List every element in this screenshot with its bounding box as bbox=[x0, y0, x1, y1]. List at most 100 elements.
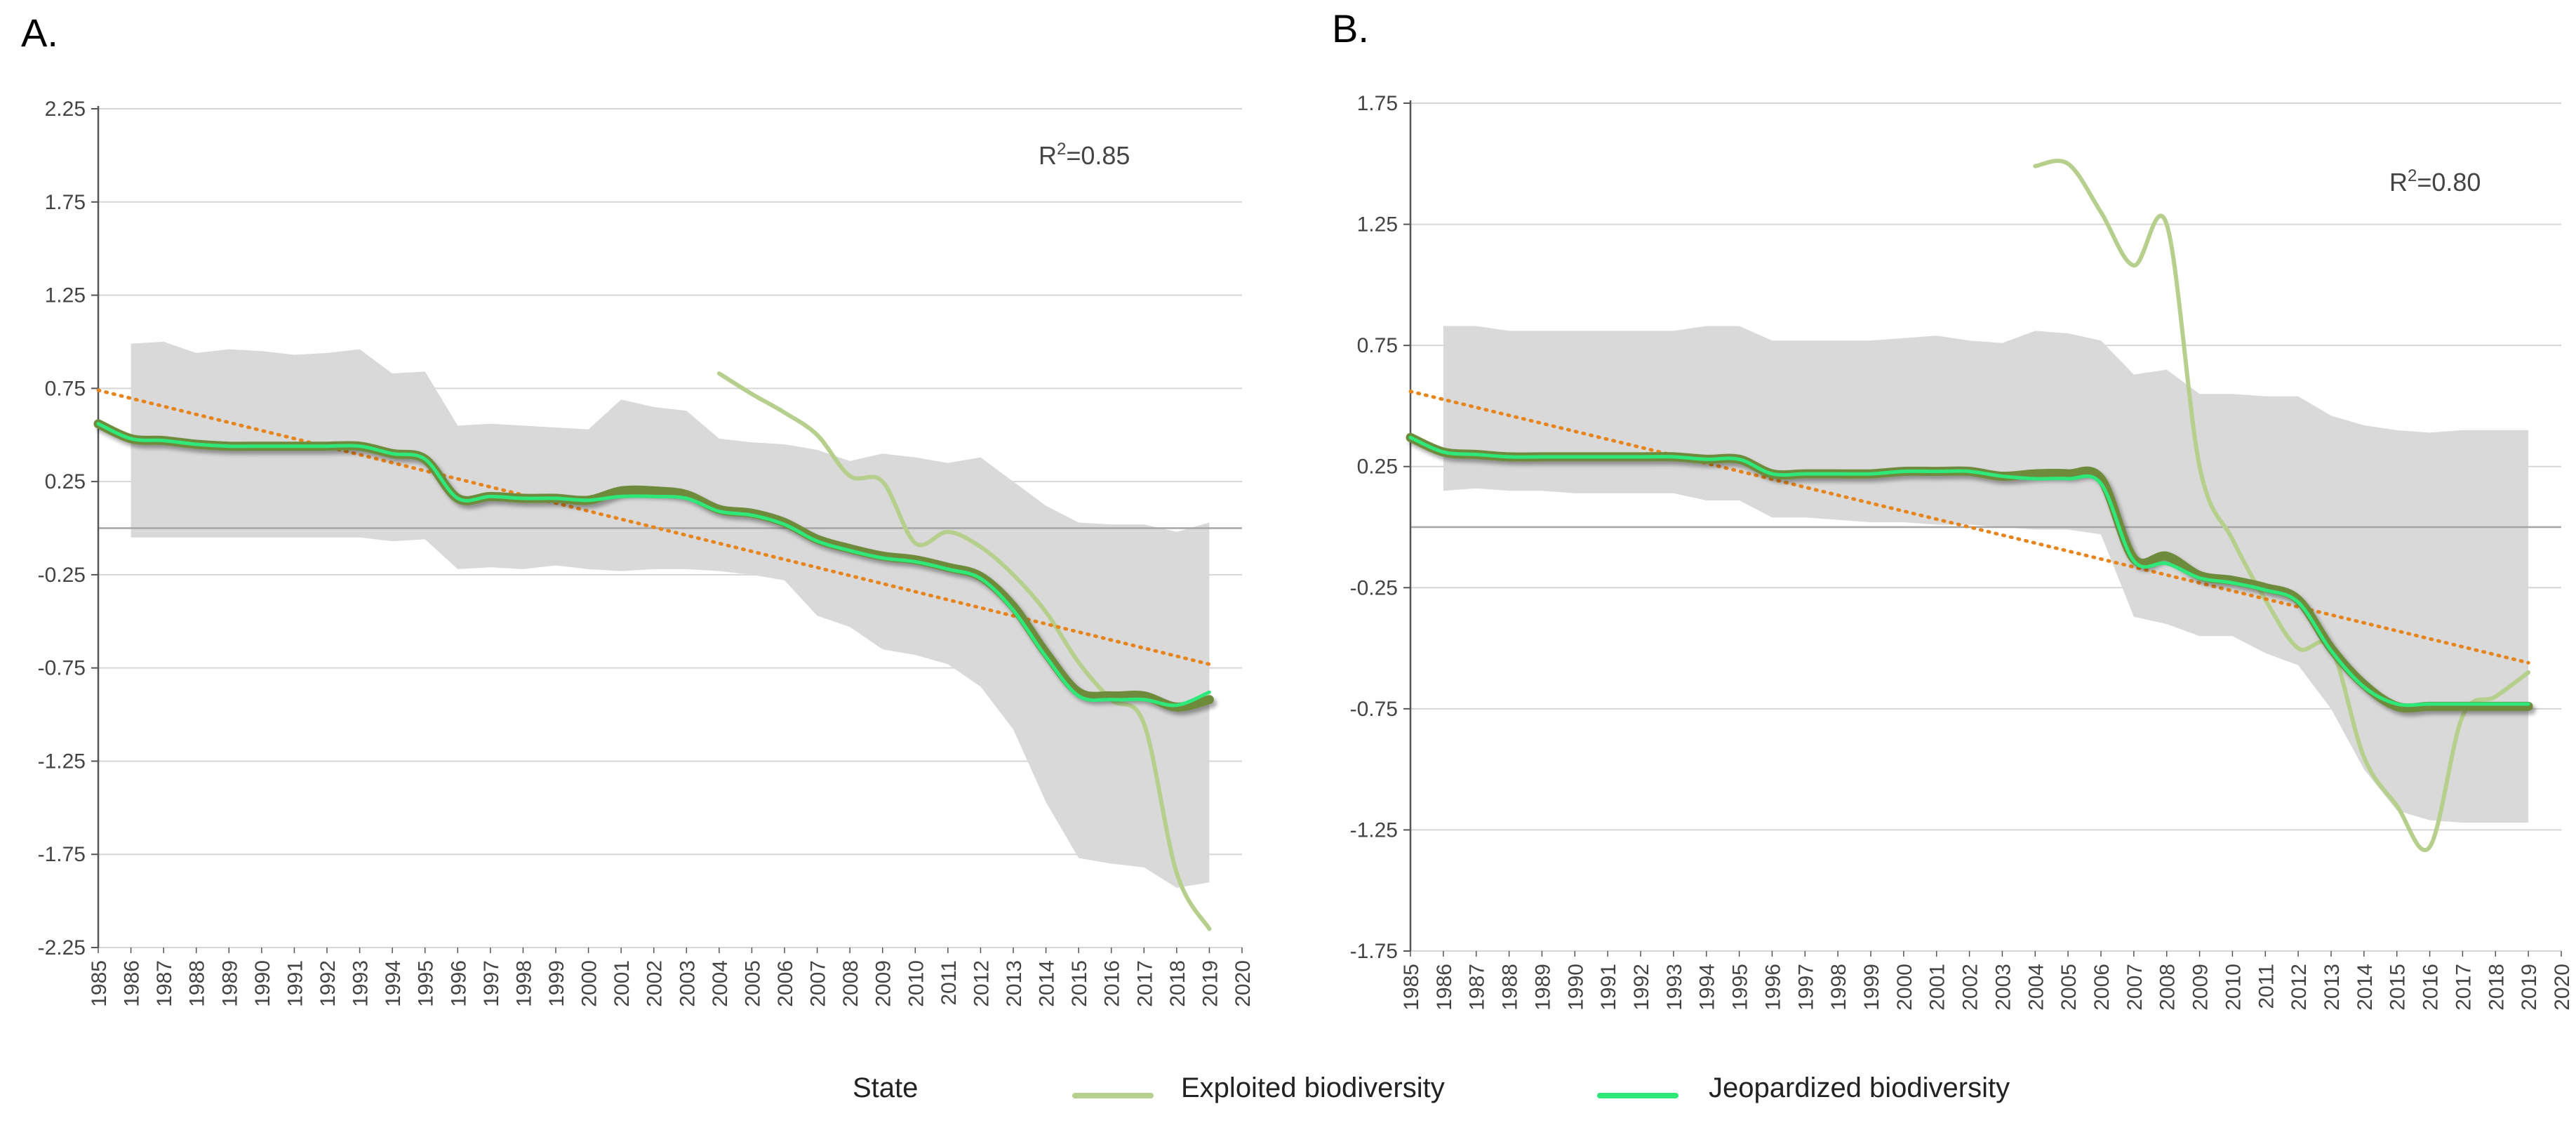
panel-a-x-tick-label: 1995 bbox=[415, 960, 438, 1007]
panel-b-x-tick-label: 2015 bbox=[2387, 964, 2410, 1011]
panel-a-x-tick-label: 2014 bbox=[1036, 960, 1059, 1007]
panel-a-trend-line bbox=[96, 388, 1211, 666]
panel-a-x-tick-label: 2013 bbox=[1003, 960, 1026, 1007]
panel-a-x-tick-label: 1996 bbox=[447, 960, 470, 1007]
panel-b-x-tick-label: 1993 bbox=[1663, 964, 1686, 1011]
panel-b-x-tick-label: 2016 bbox=[2420, 964, 2443, 1011]
panel-a-x-tick-label: 1988 bbox=[186, 960, 209, 1007]
panel-b-x-tick-label: 2020 bbox=[2551, 964, 2574, 1011]
panel-b-y-tick-label: 0.75 bbox=[1357, 334, 1398, 357]
legend-label-jeopardized: Jeopardized biodiversity bbox=[1709, 1072, 2010, 1103]
panel-b-y-tick-label: 1.75 bbox=[1357, 92, 1398, 115]
panel-a-x-tick-label: 2011 bbox=[937, 960, 961, 1006]
panel-b-tick-labels: 1.75 1.25 0.75 0.25 -0.25 -0.75 -1.25 -1.751985… bbox=[1350, 92, 2574, 1011]
panel-b-x-tick-label: 1999 bbox=[1860, 964, 1883, 1011]
panel-a-y-tick-label: 0.75 bbox=[45, 377, 86, 400]
panel-b-x-tick-label: 1987 bbox=[1466, 964, 1489, 1011]
panel-b-x-tick-label: 1990 bbox=[1564, 964, 1587, 1011]
panel-b-x-tick-label: 1994 bbox=[1696, 964, 1719, 1011]
panel-a: A. 2.25 1.75 1.25 0.75 0.25 -0.25 -0.75 -1.25 -1… bbox=[21, 11, 1255, 1007]
panel-a-x-tick-label: 2003 bbox=[676, 960, 699, 1007]
panel-a-y-tick-label: -1.75 bbox=[38, 843, 86, 866]
panel-a-range-band bbox=[131, 341, 1210, 888]
panel-b-x-tick-label: 2019 bbox=[2518, 964, 2541, 1011]
panel-b-x-tick-label: 2017 bbox=[2452, 964, 2475, 1011]
panel-a-x-tick-label: 1994 bbox=[382, 960, 405, 1007]
panel-a-label: A. bbox=[21, 11, 58, 55]
panel-a-y-tick-label: 0.25 bbox=[45, 470, 86, 493]
panel-b-x-tick-label: 2001 bbox=[1926, 964, 1949, 1011]
panel-a-y-tick-label: 1.25 bbox=[45, 284, 86, 307]
panel-a-x-tick-label: 2016 bbox=[1101, 960, 1124, 1007]
panel-a-x-tick-label: 2020 bbox=[1232, 960, 1255, 1007]
panel-b-x-tick-label: 2002 bbox=[1959, 964, 1982, 1011]
panel-a-r2-annotation: R2=0.85 bbox=[1039, 140, 1130, 170]
panel-a-x-tick-label: 2002 bbox=[643, 960, 667, 1007]
panel-b-x-tick-label: 1992 bbox=[1630, 964, 1653, 1011]
panel-b-x-tick-label: 1998 bbox=[1827, 964, 1850, 1011]
panel-b-x-tick-label: 2008 bbox=[2156, 964, 2180, 1011]
panel-a-tick-labels: 2.25 1.75 1.25 0.75 0.25 -0.25 -0.75 -1.25 -1.75… bbox=[38, 98, 1255, 1007]
panel-b-range-band bbox=[1443, 326, 2529, 823]
panel-b-label: B. bbox=[1332, 6, 1369, 51]
panel-b-x-tick-label: 2012 bbox=[2288, 964, 2311, 1011]
panel-b-y-tick-label: -0.25 bbox=[1350, 576, 1398, 599]
panel-a-x-tick-label: 1986 bbox=[121, 960, 144, 1007]
panel-b-x-tick-label: 1985 bbox=[1400, 964, 1423, 1011]
panel-b-x-tick-label: 2011 bbox=[2255, 964, 2278, 1009]
panel-a-x-tick-label: 1989 bbox=[218, 960, 241, 1007]
panel-a-x-tick-label: 2005 bbox=[741, 960, 764, 1007]
panel-b-y-tick-label: -1.75 bbox=[1350, 940, 1398, 963]
legend-label-state: State bbox=[853, 1072, 918, 1103]
panel-b-x-tick-label: 1996 bbox=[1761, 964, 1784, 1011]
panel-b-x-tick-label: 1989 bbox=[1531, 964, 1554, 1011]
panel-a-x-tick-label: 1985 bbox=[88, 960, 111, 1007]
legend-label-exploited: Exploited biodiversity bbox=[1181, 1072, 1445, 1103]
panel-b-y-tick-label: 0.25 bbox=[1357, 456, 1398, 479]
panel-a-x-tick-label: 2009 bbox=[872, 960, 895, 1007]
panel-a-x-tick-label: 1990 bbox=[251, 960, 274, 1007]
panel-a-x-tick-label: 1987 bbox=[153, 960, 176, 1007]
panel-b-x-tick-label: 1988 bbox=[1499, 964, 1522, 1011]
panel-b-y-tick-label: -0.75 bbox=[1350, 698, 1398, 721]
panel-a-y-tick-label: -0.75 bbox=[38, 657, 86, 680]
panel-a-x-tick-label: 1999 bbox=[545, 960, 568, 1007]
panel-b-x-tick-label: 1995 bbox=[1729, 964, 1752, 1011]
panel-a-x-tick-label: 2008 bbox=[839, 960, 862, 1007]
panel-a-x-tick-label: 1993 bbox=[349, 960, 373, 1007]
panel-a-y-tick-label: -1.25 bbox=[38, 750, 86, 773]
panel-b-x-tick-label: 2003 bbox=[1991, 964, 2015, 1011]
panel-a-x-tick-label: 2018 bbox=[1166, 960, 1189, 1007]
panel-b: B. 1.751.250.750.25-0.25-0.75-1.25-1.751… bbox=[1332, 6, 2574, 1011]
panel-b-trend-line bbox=[1408, 390, 2530, 665]
panel-a-x-tick-label: 2010 bbox=[905, 960, 928, 1007]
panel-b-x-tick-label: 1986 bbox=[1433, 964, 1456, 1011]
panel-a-x-tick-label: 2000 bbox=[578, 960, 601, 1007]
panel-b-x-tick-label: 2004 bbox=[2024, 964, 2048, 1011]
panel-a-x-tick-label: 2012 bbox=[970, 960, 993, 1007]
panel-a-y-tick-label: -2.25 bbox=[38, 936, 86, 959]
panel-b-x-tick-label: 2018 bbox=[2485, 964, 2508, 1011]
panel-b-x-tick-label: 2007 bbox=[2123, 964, 2147, 1011]
panel-a-x-tick-label: 1991 bbox=[283, 960, 307, 1007]
panel-a-y-tick-label: -0.25 bbox=[38, 564, 86, 587]
panel-a-x-tick-label: 2006 bbox=[774, 960, 797, 1007]
panel-a-y-tick-label: 2.25 bbox=[45, 98, 86, 121]
panel-a-series-jeopardized bbox=[96, 422, 1211, 707]
panel-a-y-tick-label: 1.75 bbox=[45, 191, 86, 214]
legend: State Exploited biodiversity Jeopardized… bbox=[740, 1072, 2010, 1103]
panel-a-x-tick-label: 1997 bbox=[480, 960, 503, 1007]
panel-b-x-tick-label: 2010 bbox=[2222, 964, 2245, 1011]
panel-b-x-tick-label: 2006 bbox=[2090, 964, 2114, 1011]
panel-b-series-exploited bbox=[2033, 159, 2531, 852]
panel-b-series-jeopardized bbox=[1408, 435, 2530, 707]
panel-a-x-tick-label: 2019 bbox=[1199, 960, 1222, 1007]
panel-b-x-tick-label: 2005 bbox=[2057, 964, 2081, 1011]
panel-b-x-tick-label: 2014 bbox=[2354, 964, 2377, 1011]
panel-b-x-tick-label: 2000 bbox=[1893, 964, 1916, 1011]
panel-a-x-tick-label: 2007 bbox=[807, 960, 830, 1007]
panel-b-x-tick-label: 2009 bbox=[2189, 964, 2213, 1011]
panel-b-x-tick-label: 2013 bbox=[2321, 964, 2344, 1011]
panel-a-x-tick-label: 2017 bbox=[1133, 960, 1156, 1007]
panel-b-r2-annotation: R2=0.80 bbox=[2389, 166, 2481, 197]
